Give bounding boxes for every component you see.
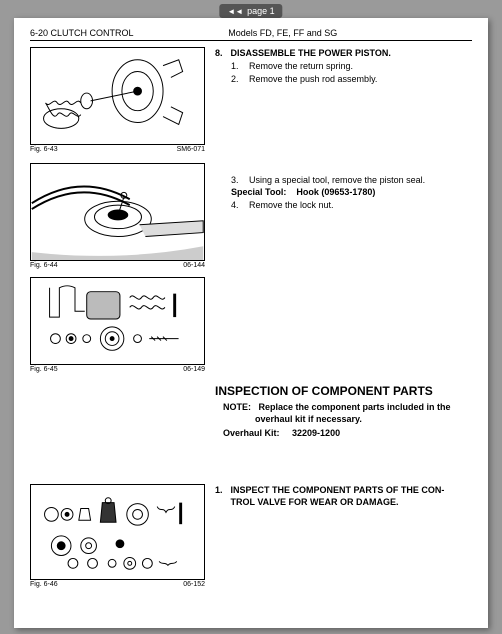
fig-label: Fig. 6-46 — [30, 581, 58, 588]
kit-label: Overhaul Kit: — [223, 428, 280, 438]
fig-ref: 06-152 — [183, 581, 205, 588]
nav-page-label: page 1 — [247, 6, 275, 16]
fig-label: Fig. 6-43 — [30, 146, 58, 153]
figure-6-45 — [30, 277, 205, 365]
row-step8: Fig. 6-43 SM6-071 8. DISASSEMBLE THE POW… — [30, 47, 472, 153]
fig-ref: SM6-071 — [177, 146, 205, 153]
seal-sub4-num: 4. — [231, 199, 241, 211]
note-text2: overhaul kit if necessary. — [255, 413, 472, 425]
step8-title: DISASSEMBLE THE POWER PISTON. — [231, 47, 391, 59]
seal-sub4-text: Remove the lock nut. — [249, 199, 334, 211]
step8-sub1-num: 1. — [231, 60, 241, 72]
page: 6-20 CLUTCH CONTROL Models FD, FE, FF an… — [14, 18, 488, 628]
step8-sub1-text: Remove the return spring. — [249, 60, 353, 72]
row-seal: Fig. 6-44 06-144 3. Using a special tool… — [30, 163, 472, 269]
step8-sub2-num: 2. — [231, 73, 241, 85]
seal-sub3-num: 3. — [231, 174, 241, 186]
tool-value: Hook (09653-1780) — [296, 187, 375, 197]
inspect1-line2: TROL VALVE FOR WEAR OR DAMAGE. — [231, 496, 445, 508]
row-inspect1: Fig. 6-46 06-152 1. INSPECT THE COMPONEN… — [30, 484, 472, 588]
fig-label: Fig. 6-44 — [30, 262, 58, 269]
inspection-heading: INSPECTION OF COMPONENT PARTS — [215, 383, 472, 399]
kit-value: 32209-1200 — [292, 428, 340, 438]
page-nav[interactable]: ◄◄ page 1 — [219, 4, 282, 18]
row-fig45: Fig. 6-45 06-149 — [30, 277, 472, 373]
models-label: Models FD, FE, FF and SG — [228, 28, 337, 38]
step8-sub2-text: Remove the push rod assembly. — [249, 73, 377, 85]
nav-arrows-icon: ◄◄ — [227, 7, 243, 16]
fig-label: Fig. 6-45 — [30, 366, 58, 373]
note-text1: Replace the component parts included in … — [259, 402, 451, 412]
inspect1-line1: INSPECT THE COMPONENT PARTS OF THE CON- — [231, 484, 445, 496]
step8-num: 8. — [215, 47, 223, 59]
figure-6-44 — [30, 163, 205, 261]
note-label: NOTE: — [223, 402, 251, 412]
row-inspection-heading: INSPECTION OF COMPONENT PARTS NOTE: Repl… — [30, 379, 472, 440]
figure-6-46 — [30, 484, 205, 580]
page-header: 6-20 CLUTCH CONTROL Models FD, FE, FF an… — [30, 28, 472, 41]
seal-sub3-text: Using a special tool, remove the piston … — [249, 174, 425, 186]
figure-6-43 — [30, 47, 205, 145]
fig-ref: 06-144 — [183, 262, 205, 269]
tool-label: Special Tool: — [231, 187, 286, 197]
section-id: 6-20 CLUTCH CONTROL — [30, 28, 134, 38]
fig-ref: 06-149 — [183, 366, 205, 373]
inspect1-num: 1. — [215, 484, 223, 508]
